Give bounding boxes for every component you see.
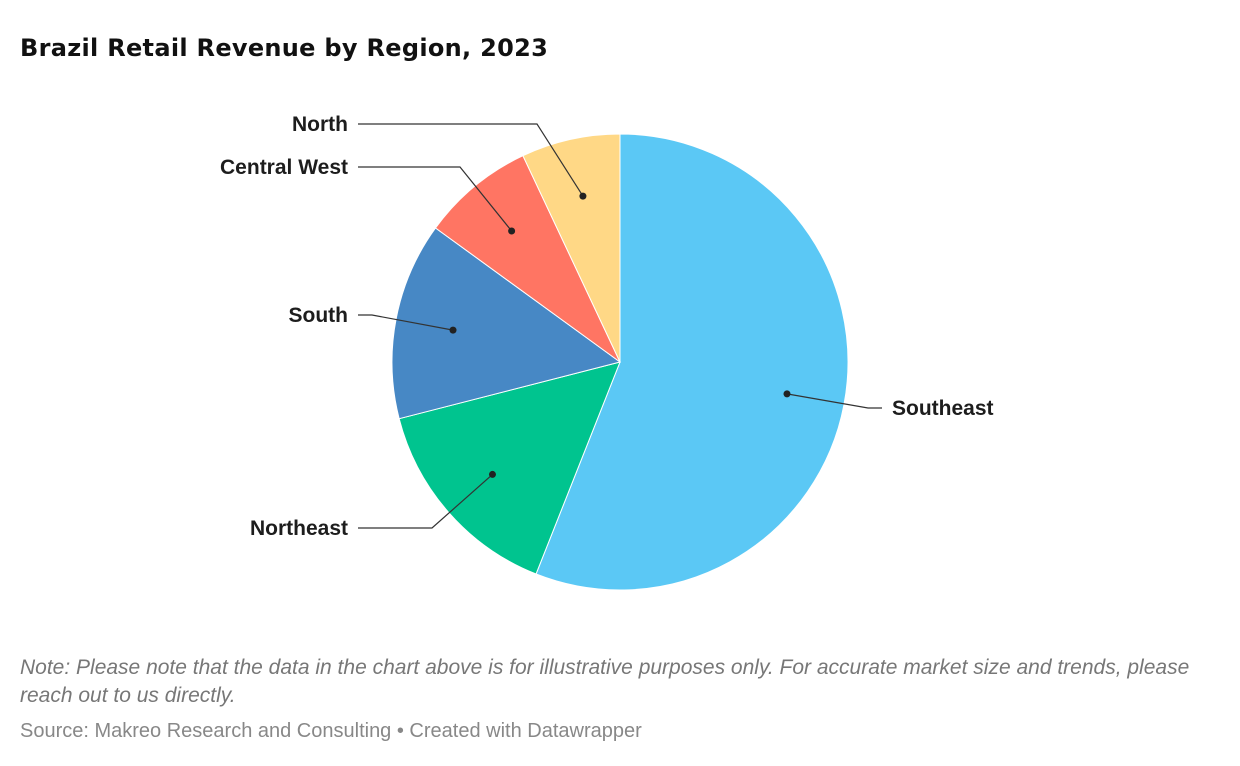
slice-label: Northeast <box>250 517 348 540</box>
leader-dot <box>488 470 496 478</box>
leader-line <box>358 473 493 529</box>
leader-dot <box>783 390 791 398</box>
pie-slice-north <box>522 133 621 363</box>
slice-label: North <box>292 113 348 136</box>
leader-line <box>358 123 584 197</box>
slice-label: Central West <box>220 156 348 179</box>
pie-chart: Southeast Northeast South Central West North <box>220 113 994 591</box>
leader-dot <box>579 192 587 200</box>
pie-slice-southeast <box>535 133 849 591</box>
leader-dot <box>508 227 516 235</box>
pie-slice-central-west <box>434 155 621 363</box>
leader-dot <box>449 326 457 334</box>
leader-line <box>358 314 454 331</box>
slice-label: Southeast <box>892 397 994 420</box>
chart-note: Note: Please note that the data in the c… <box>20 656 1190 707</box>
chart-source: Source: Makreo Research and Consulting •… <box>20 720 642 742</box>
leader-line <box>358 166 513 232</box>
leader-line <box>786 393 882 409</box>
chart-title: Brazil Retail Revenue by Region, 2023 <box>20 34 549 62</box>
slice-label: South <box>289 304 348 327</box>
